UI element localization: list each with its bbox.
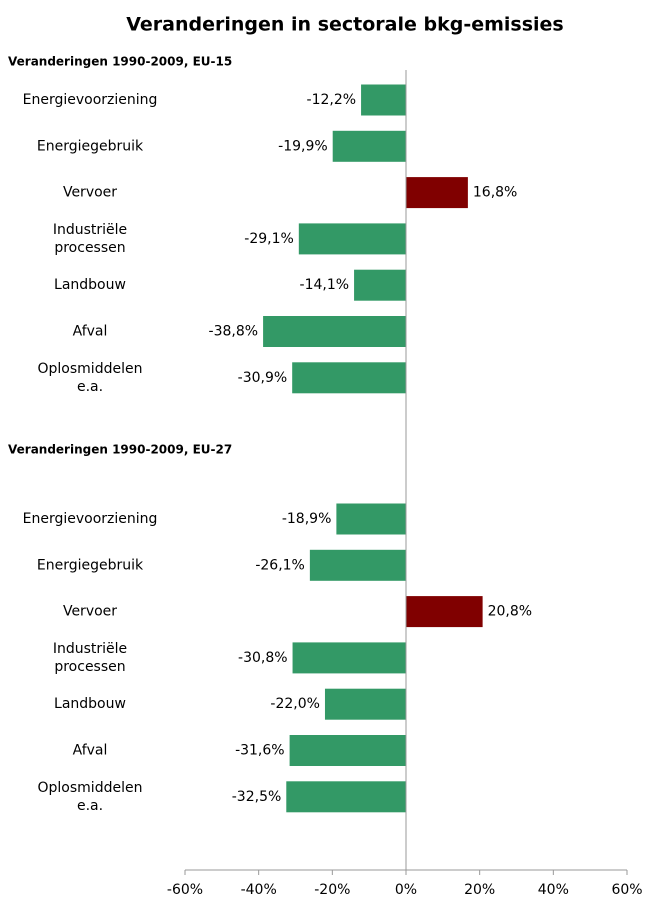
value-label: -29,1% — [244, 231, 294, 247]
value-label: -30,9% — [238, 370, 288, 386]
value-label: 20,8% — [488, 604, 532, 620]
value-label: -18,9% — [282, 511, 332, 527]
value-label: -14,1% — [300, 277, 350, 293]
category-label: Oplosmiddelen e.a. — [38, 780, 143, 814]
category-label: Oplosmiddelen e.a. — [38, 361, 143, 395]
bar — [332, 130, 406, 162]
bar — [292, 642, 406, 674]
bar — [286, 781, 406, 813]
bar — [263, 316, 406, 347]
category-label: Afval — [73, 324, 108, 340]
bar — [361, 84, 406, 116]
value-label: -32,5% — [232, 789, 282, 805]
value-label: -26,1% — [255, 557, 305, 573]
bar — [289, 735, 406, 766]
bar — [406, 177, 468, 209]
category-label: Afval — [73, 743, 108, 759]
value-label: -38,8% — [209, 324, 259, 340]
bar — [406, 596, 483, 628]
x-tick-label: -40% — [241, 882, 277, 898]
x-tick-label: 20% — [464, 882, 495, 898]
x-tick-label: -60% — [167, 882, 203, 898]
category-label: Landbouw — [54, 696, 126, 712]
x-tick-label: 60% — [611, 882, 642, 898]
value-label: -30,8% — [238, 650, 288, 666]
chart-title: Veranderingen in sectorale bkg-emissies — [126, 14, 564, 36]
category-label: Industriële processen — [53, 641, 127, 675]
group-subtitle: Veranderingen 1990-2009, EU-27 — [8, 443, 232, 457]
value-label: -19,9% — [278, 138, 328, 154]
x-tick-label: -20% — [314, 882, 350, 898]
value-label: -12,2% — [307, 92, 357, 108]
x-tick-label: 40% — [538, 882, 569, 898]
group-subtitle: Veranderingen 1990-2009, EU-15 — [8, 55, 232, 69]
bar — [354, 269, 406, 301]
bar — [298, 223, 406, 255]
value-label: 16,8% — [473, 185, 517, 201]
bar — [324, 688, 406, 720]
category-label: Energiegebruik — [37, 138, 144, 154]
value-label: -22,0% — [270, 696, 320, 712]
x-tick-label: 0% — [395, 882, 417, 898]
category-label: Industriële processen — [53, 222, 127, 256]
category-label: Vervoer — [63, 604, 117, 620]
category-label: Energievoorziening — [23, 511, 158, 527]
bar — [309, 549, 406, 581]
bar — [292, 362, 406, 394]
category-label: Energiegebruik — [37, 557, 144, 573]
category-label: Landbouw — [54, 277, 126, 293]
category-label: Vervoer — [63, 185, 117, 201]
category-label: Energievoorziening — [23, 92, 158, 108]
value-label: -31,6% — [235, 743, 285, 759]
bar — [336, 503, 406, 535]
